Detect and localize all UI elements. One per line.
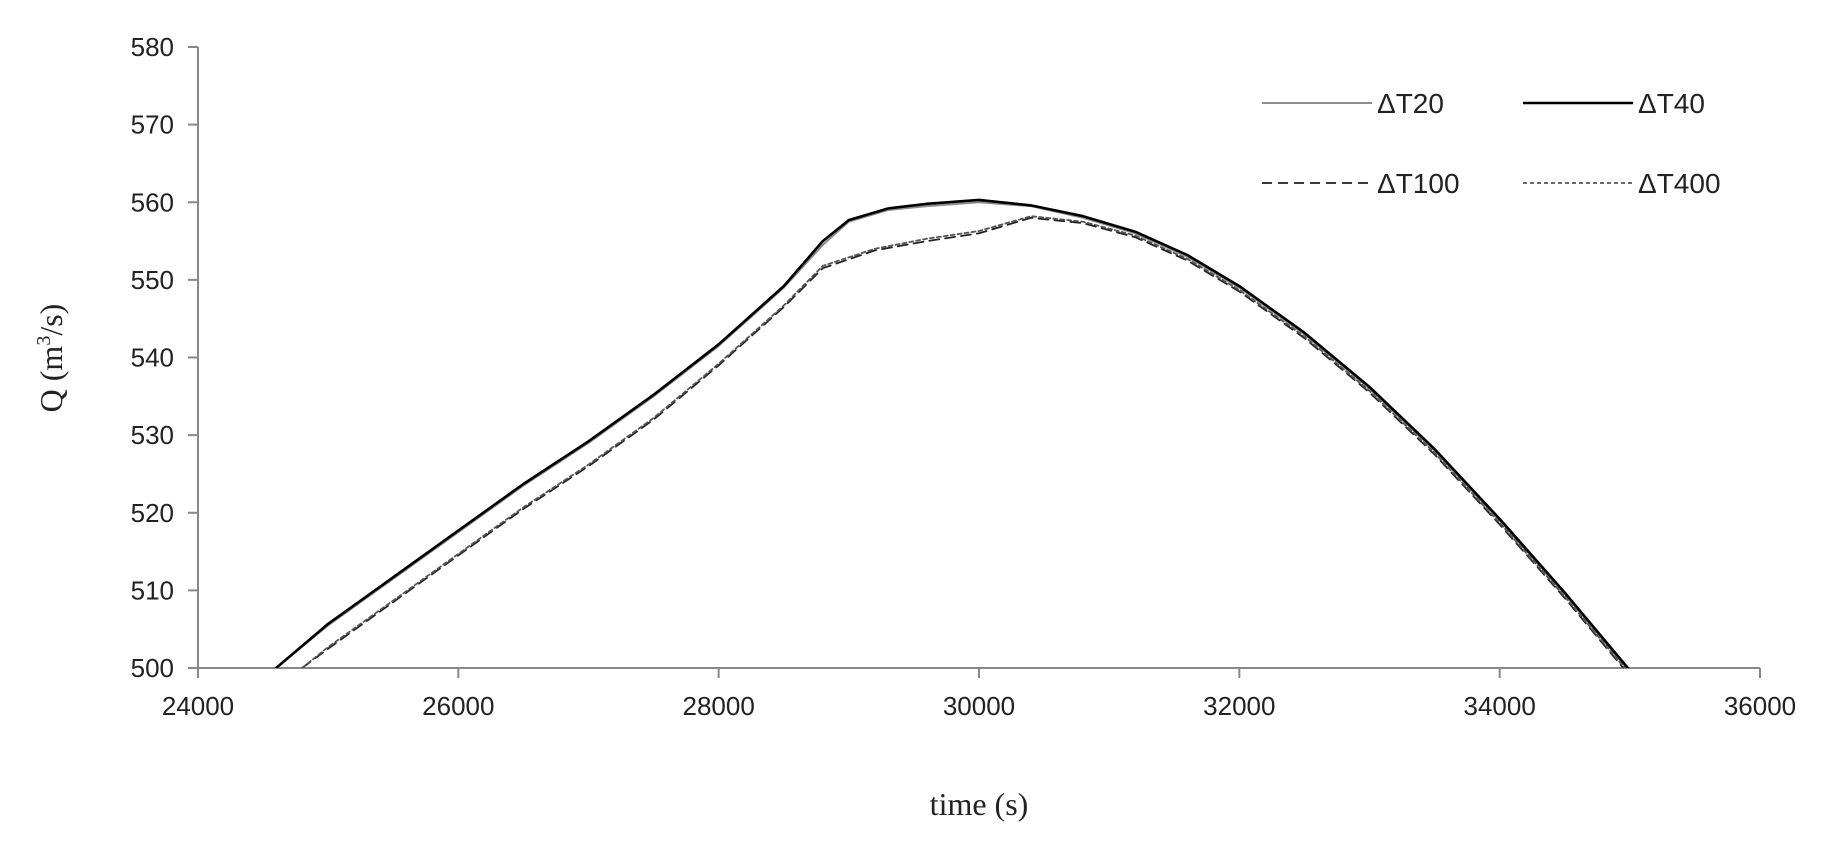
series-group xyxy=(274,198,1630,668)
legend: ΔT20 ΔT40 ΔT100 ΔT400 xyxy=(1262,88,1721,199)
y-ticks: 500 510 520 530 540 550 560 570 580 xyxy=(131,32,198,683)
legend-label: ΔT20 xyxy=(1377,88,1444,119)
y-tick-label: 560 xyxy=(131,187,174,217)
y-tick-label: 580 xyxy=(131,32,174,62)
x-tick-label: 32000 xyxy=(1203,691,1275,721)
series-line-t20 xyxy=(275,201,1628,668)
y-tick-label: 520 xyxy=(131,498,174,528)
legend-label: ΔT400 xyxy=(1638,168,1721,199)
x-tick-label: 28000 xyxy=(683,691,755,721)
y-tick-label: 510 xyxy=(131,575,174,605)
x-tick-label: 26000 xyxy=(422,691,494,721)
y-tick-label: 540 xyxy=(131,343,174,373)
y-tick-label: 570 xyxy=(131,110,174,140)
series-line-t100 xyxy=(301,216,1625,668)
y-axis-title: Q (m3/s) xyxy=(33,304,69,413)
y-tick-label: 530 xyxy=(131,420,174,450)
y-axis-title-main: Q (m xyxy=(33,346,69,413)
y-axis-title-suffix: /s) xyxy=(33,304,69,336)
x-ticks: 24000 26000 28000 30000 32000 34000 36000 xyxy=(162,668,1796,721)
y-tick-label: 550 xyxy=(131,265,174,295)
x-tick-label: 24000 xyxy=(162,691,234,721)
y-axis-title-sup: 3 xyxy=(33,336,55,346)
series-line-t400 xyxy=(301,215,1626,668)
legend-label: ΔT40 xyxy=(1638,88,1705,119)
x-tick-label: 30000 xyxy=(943,691,1015,721)
series-line-t40 xyxy=(274,198,1630,668)
legend-label: ΔT100 xyxy=(1377,168,1460,199)
y-tick-label: 500 xyxy=(131,653,174,683)
x-tick-label: 36000 xyxy=(1724,691,1796,721)
x-tick-label: 34000 xyxy=(1464,691,1536,721)
x-axis-title: time (s) xyxy=(930,786,1029,822)
